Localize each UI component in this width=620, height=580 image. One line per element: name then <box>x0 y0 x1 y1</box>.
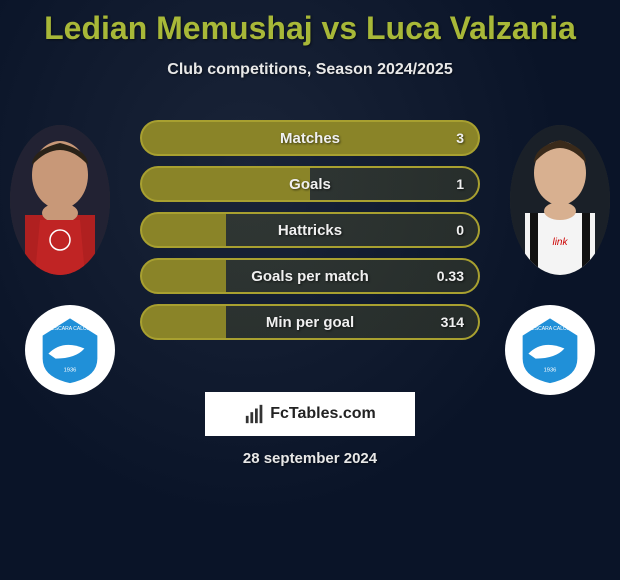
stat-label: Min per goal <box>266 314 354 331</box>
stat-value-right: 0.33 <box>437 268 464 284</box>
stat-row: Matches 3 <box>140 120 480 156</box>
date-label: 28 september 2024 <box>243 450 377 467</box>
stat-label: Goals <box>289 176 331 193</box>
stat-row: Goals 1 <box>140 166 480 202</box>
stat-label: Matches <box>280 130 340 147</box>
club-right-logo: PESCARA CALCIO 1936 <box>505 305 595 395</box>
stat-row: Min per goal 314 <box>140 304 480 340</box>
page-title: Ledian Memushaj vs Luca Valzania <box>0 0 620 47</box>
stat-row: Goals per match 0.33 <box>140 258 480 294</box>
player-right-avatar: link <box>510 125 610 275</box>
stat-value-right: 314 <box>441 314 464 330</box>
svg-text:PESCARA CALCIO: PESCARA CALCIO <box>48 326 92 332</box>
stat-row: Hattricks 0 <box>140 212 480 248</box>
svg-text:link: link <box>552 237 568 248</box>
player-left-avatar <box>10 125 110 275</box>
chart-icon <box>244 403 266 425</box>
stat-label: Hattricks <box>278 222 342 239</box>
stat-value-right: 3 <box>456 130 464 146</box>
stat-label: Goals per match <box>251 268 369 285</box>
stat-value-right: 1 <box>456 176 464 192</box>
stat-value-right: 0 <box>456 222 464 238</box>
subtitle: Club competitions, Season 2024/2025 <box>0 61 620 79</box>
stats-container: Matches 3 Goals 1 Hattricks 0 Goals per … <box>140 120 480 350</box>
svg-text:1936: 1936 <box>544 368 557 374</box>
branding-badge: FcTables.com <box>205 392 415 436</box>
club-left-logo: PESCARA CALCIO 1936 <box>25 305 115 395</box>
branding-text: FcTables.com <box>270 405 376 423</box>
svg-text:1936: 1936 <box>64 368 77 374</box>
svg-text:PESCARA CALCIO: PESCARA CALCIO <box>528 326 572 332</box>
